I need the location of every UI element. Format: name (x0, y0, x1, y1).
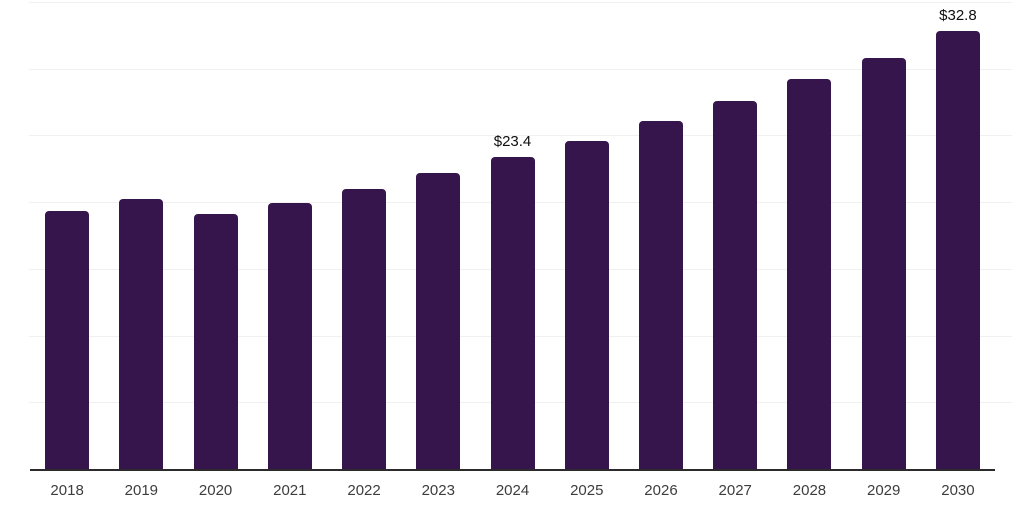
bar-slot-2027 (698, 2, 772, 469)
x-tick-label-2026: 2026 (644, 482, 678, 499)
plot-area: $23.4 $32.8 (30, 2, 995, 469)
bar-2021 (267, 203, 312, 469)
x-tick-label-2021: 2021 (273, 482, 307, 499)
bar-slot-2024: $23.4 (475, 2, 549, 469)
x-axis-tick-labels: 2018 2019 2020 2021 2022 2023 2024 2025 2026 2027… (30, 482, 995, 500)
data-label-2030: $32.8 (939, 7, 977, 25)
bar-slot-2025 (550, 2, 624, 469)
bar-2022 (342, 188, 387, 469)
bar-2019 (119, 199, 164, 469)
bar-2027 (713, 100, 758, 469)
bar-slot-2028 (772, 2, 846, 469)
x-axis-line (30, 469, 995, 471)
bar-2026 (638, 120, 683, 469)
x-tick-label-2030: 2030 (941, 482, 975, 499)
bar-slot-2030: $32.8 (921, 2, 995, 469)
x-tick-label-2019: 2019 (124, 482, 159, 499)
x-tick-label-2020: 2020 (198, 482, 233, 499)
x-tick-label-2025: 2025 (570, 482, 604, 499)
bar-slot-2026 (624, 2, 698, 469)
bar-2029 (861, 58, 906, 469)
x-tick-label-2028: 2028 (792, 482, 827, 499)
bar-2030 (935, 31, 980, 469)
bar-2028 (787, 79, 832, 469)
bar-2024 (490, 156, 535, 469)
bar-2020 (193, 214, 238, 469)
bar-2023 (416, 172, 461, 469)
bar-slot-2029 (847, 2, 921, 469)
x-tick-label-2024: 2024 (495, 482, 530, 499)
bar-slot-2021 (253, 2, 327, 469)
x-tick-label-2018: 2018 (50, 482, 84, 499)
x-tick-label-2027: 2027 (718, 482, 752, 499)
gridline (29, 135, 1012, 137)
bar-2018 (45, 211, 90, 469)
x-tick-label-2022: 2022 (347, 482, 381, 499)
bar-slot-2022 (327, 2, 401, 469)
data-label-2024: $23.4 (493, 132, 532, 150)
gridline (29, 68, 1012, 70)
bar-slot-2020 (178, 2, 252, 469)
bar-slot-2018 (30, 2, 104, 469)
bar-2025 (564, 140, 609, 469)
x-tick-label-2023: 2023 (421, 482, 455, 499)
x-tick-label-2029: 2029 (867, 482, 901, 499)
gridline (29, 2, 1012, 3)
bar-slot-2023 (401, 2, 475, 469)
bar-slot-2019 (104, 2, 178, 469)
